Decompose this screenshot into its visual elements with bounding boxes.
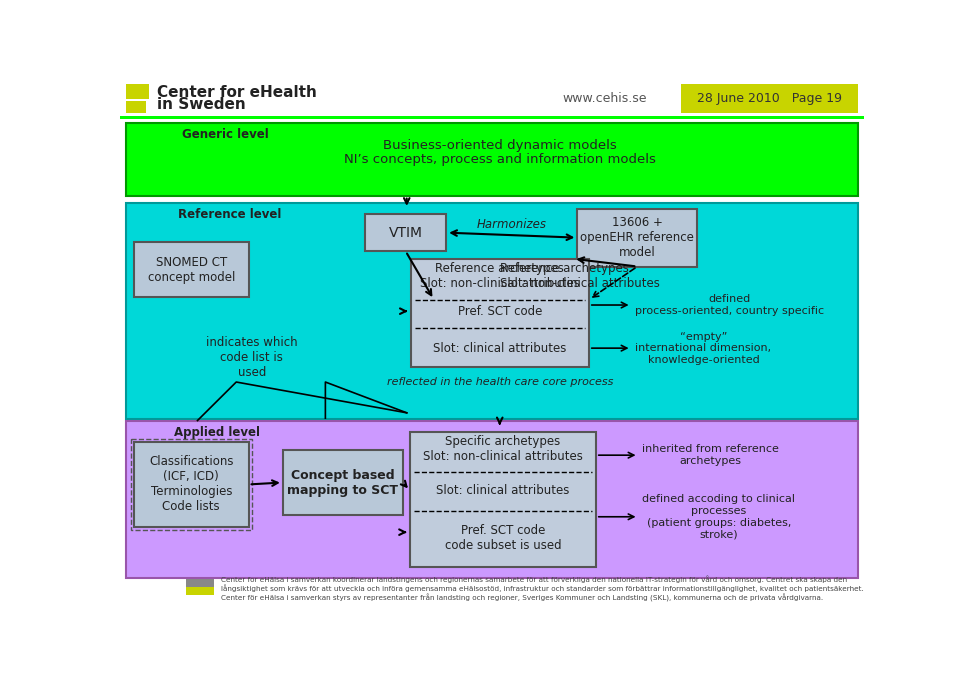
Bar bbox=[126, 204, 858, 419]
Bar bbox=[411, 259, 588, 366]
Text: Reference archetypes
Slot: non-clinical attributes: Reference archetypes Slot: non-clinical … bbox=[500, 262, 660, 289]
Text: Pref. SCT code
code subset is used: Pref. SCT code code subset is used bbox=[444, 524, 562, 552]
Text: Reference level: Reference level bbox=[179, 208, 281, 221]
Bar bbox=[134, 242, 249, 298]
Text: Slot: clinical attributes: Slot: clinical attributes bbox=[433, 342, 566, 355]
Text: VTIM: VTIM bbox=[389, 225, 422, 240]
Bar bbox=[577, 209, 697, 266]
Text: 13606 +
openEHR reference
model: 13606 + openEHR reference model bbox=[581, 216, 694, 259]
Text: 28 June 2010   Page 19: 28 June 2010 Page 19 bbox=[697, 92, 842, 105]
Text: SNOMED CT
concept model: SNOMED CT concept model bbox=[148, 255, 235, 283]
Text: Harmonizes: Harmonizes bbox=[477, 219, 547, 232]
Text: Concept based
mapping to SCT: Concept based mapping to SCT bbox=[287, 469, 398, 496]
Bar bbox=[186, 579, 214, 587]
Text: defined
process-oriented, country specific: defined process-oriented, country specif… bbox=[636, 294, 825, 316]
Text: Center for eHälsa i samverkan koordinerar landstingens och regionernas samarbete: Center for eHälsa i samverkan koordinera… bbox=[221, 575, 863, 601]
Text: Specific archetypes
Slot: non-clinical attributes: Specific archetypes Slot: non-clinical a… bbox=[423, 435, 583, 463]
Text: indicates which
code list is
used: indicates which code list is used bbox=[206, 336, 298, 379]
Text: defined accoding to clinical
processes
(patient groups: diabetes,
stroke): defined accoding to clinical processes (… bbox=[642, 494, 795, 539]
Text: in Sweden: in Sweden bbox=[157, 97, 246, 112]
Bar bbox=[681, 84, 858, 113]
Bar bbox=[134, 442, 249, 527]
Text: Slot: clinical attributes: Slot: clinical attributes bbox=[436, 484, 569, 497]
Bar bbox=[126, 101, 146, 113]
Text: Center for eHealth: Center for eHealth bbox=[157, 85, 317, 100]
Text: “empty”
international dimension,
knowledge-oriented: “empty” international dimension, knowled… bbox=[636, 332, 772, 365]
Text: Business-oriented dynamic models: Business-oriented dynamic models bbox=[383, 139, 616, 152]
Bar bbox=[126, 421, 858, 578]
Text: Applied level: Applied level bbox=[175, 426, 260, 439]
Bar bbox=[410, 432, 596, 567]
Text: inherited from reference
archetypes: inherited from reference archetypes bbox=[642, 445, 780, 466]
Text: NI’s concepts, process and information models: NI’s concepts, process and information m… bbox=[344, 153, 656, 166]
Text: www.cehis.se: www.cehis.se bbox=[563, 92, 647, 105]
Bar bbox=[126, 84, 150, 99]
Bar bbox=[186, 587, 214, 595]
Text: Pref. SCT code: Pref. SCT code bbox=[458, 304, 542, 317]
Bar bbox=[283, 449, 403, 516]
Text: Classifications
(ICF, ICD)
Terminologies
Code lists: Classifications (ICF, ICD) Terminologies… bbox=[149, 456, 233, 513]
Text: Generic level: Generic level bbox=[182, 127, 269, 140]
Text: Reference archetypes
Slot: non-clinical attributes: Reference archetypes Slot: non-clinical … bbox=[420, 262, 580, 289]
Text: reflected in the health care core process: reflected in the health care core proces… bbox=[387, 377, 612, 387]
Bar bbox=[365, 214, 446, 251]
Bar bbox=[131, 439, 252, 530]
Bar bbox=[126, 123, 858, 195]
Bar bbox=[120, 116, 864, 119]
